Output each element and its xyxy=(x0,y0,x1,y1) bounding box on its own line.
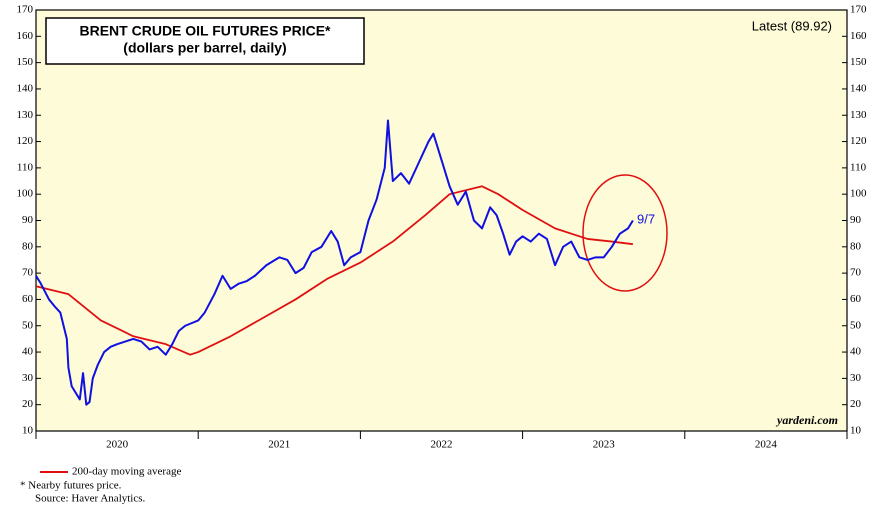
chart-title: BRENT CRUDE OIL FUTURES PRICE* xyxy=(80,23,332,39)
title-box xyxy=(45,17,365,65)
y-tick-label: 10 xyxy=(22,425,34,437)
y-tick-label: 120 xyxy=(850,135,867,147)
y-tick-label: 40 xyxy=(22,346,34,358)
highlight-circle xyxy=(582,174,668,292)
y-tick-label: 90 xyxy=(22,214,34,226)
latest-label: Latest (89.92) xyxy=(752,18,832,33)
y-tick-label: 160 xyxy=(850,30,867,42)
y-tick-label: 90 xyxy=(850,214,862,226)
y-tick-label: 10 xyxy=(850,425,862,437)
x-tick-label: 2021 xyxy=(268,439,290,451)
y-tick-label: 160 xyxy=(17,30,34,42)
x-tick-label: 2020 xyxy=(106,439,129,451)
series-line xyxy=(35,119,634,406)
y-tick-label: 110 xyxy=(17,161,34,173)
plot-area xyxy=(35,9,848,432)
footnote: Source: Haver Analytics. xyxy=(35,493,146,505)
y-tick-label: 150 xyxy=(850,56,867,68)
y-tick-label: 40 xyxy=(850,346,862,358)
y-tick-label: 100 xyxy=(17,188,34,200)
y-tick-label: 60 xyxy=(850,293,862,305)
y-tick-label: 60 xyxy=(22,293,34,305)
y-tick-label: 170 xyxy=(17,4,34,16)
y-tick-label: 80 xyxy=(22,240,34,252)
y-tick-label: 100 xyxy=(850,188,867,200)
series-line xyxy=(35,185,634,356)
y-tick-label: 140 xyxy=(850,82,867,94)
y-tick-label: 130 xyxy=(17,109,34,121)
y-tick-label: 130 xyxy=(850,109,867,121)
y-tick-label: 140 xyxy=(17,82,34,94)
y-tick-label: 70 xyxy=(22,267,34,279)
y-tick-label: 20 xyxy=(850,398,862,410)
y-tick-label: 170 xyxy=(850,4,867,16)
source-site: yardeni.com xyxy=(775,413,838,427)
y-tick-label: 50 xyxy=(850,319,862,331)
y-tick-label: 110 xyxy=(850,161,867,173)
y-tick-label: 50 xyxy=(22,319,34,331)
y-tick-label: 150 xyxy=(17,56,34,68)
footnote: * Nearby futures price. xyxy=(20,480,122,492)
y-tick-label: 30 xyxy=(22,372,34,384)
chart-subtitle: (dollars per barrel, daily) xyxy=(123,40,286,56)
x-tick-label: 2023 xyxy=(593,439,616,451)
y-tick-label: 30 xyxy=(850,372,862,384)
x-tick-label: 2024 xyxy=(755,439,778,451)
y-tick-label: 20 xyxy=(22,398,34,410)
x-tick-label: 2022 xyxy=(431,439,453,451)
y-tick-label: 80 xyxy=(850,240,862,252)
legend-label: 200-day moving average xyxy=(72,466,181,478)
date-label: 9/7 xyxy=(637,211,655,226)
y-tick-label: 70 xyxy=(850,267,862,279)
y-tick-label: 120 xyxy=(17,135,34,147)
